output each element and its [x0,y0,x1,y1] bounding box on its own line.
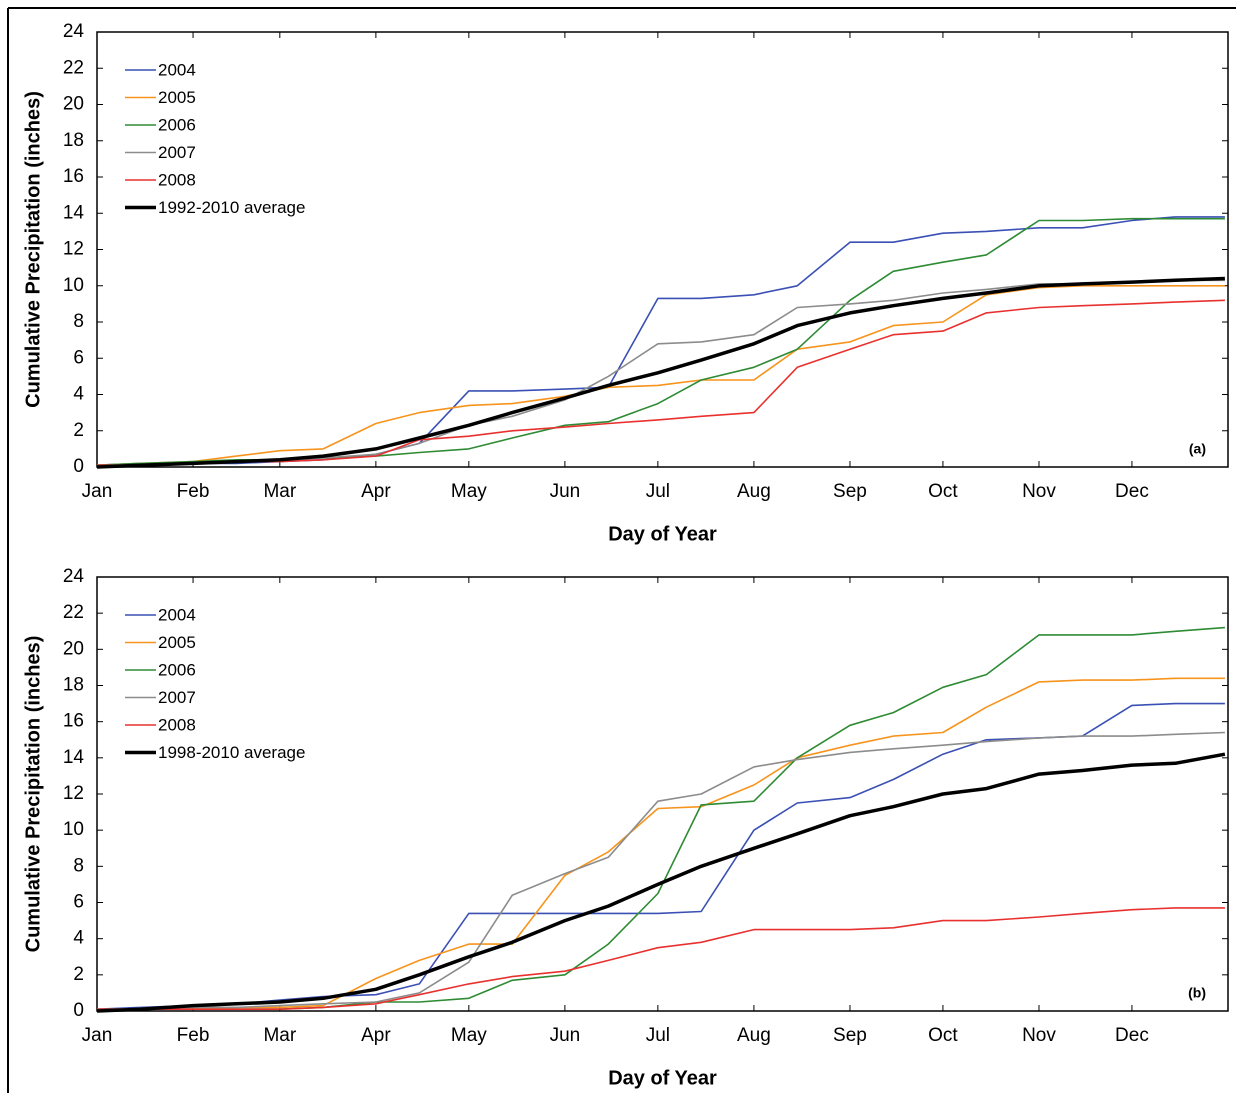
legend-label: 2005 [158,633,196,652]
x-tick-label: Mar [263,1025,296,1046]
series-line [97,677,1225,1010]
y-tick-label: 22 [63,602,84,623]
y-tick-label: 10 [63,819,84,840]
x-tick-label: Jun [550,481,581,502]
legend-label: 2007 [158,143,196,162]
y-axis-title: Cumulative Precipitation (inches) [22,636,44,953]
x-tick-label: Sep [833,481,867,502]
y-tick-label: 14 [63,202,85,223]
y-axis-title: Cumulative Precipitation (inches) [22,91,44,408]
series-line [96,285,1225,466]
legend-label: 2006 [158,660,196,679]
y-tick-label: 8 [73,311,84,332]
y-tick-label: 16 [63,711,84,732]
x-tick-label: Jul [646,481,670,502]
x-tick-label: Jul [646,1025,670,1046]
x-tick-label: Oct [928,481,958,502]
y-tick-label: 0 [73,1000,84,1021]
y-tick-label: 20 [63,638,84,659]
y-tick-label: 8 [73,855,84,876]
x-axis-title: Day of Year [608,1067,717,1089]
x-tick-label: Nov [1022,1025,1056,1046]
legend-label: 2007 [158,688,196,707]
y-tick-label: 6 [73,347,84,368]
y-tick-label: 0 [73,456,84,477]
y-tick-label: 22 [63,57,84,78]
y-tick-label: 2 [73,964,84,985]
series-line [96,276,1225,469]
series-line [97,731,1225,1010]
x-tick-label: Apr [361,1025,391,1046]
x-axis-title: Day of Year [608,523,717,545]
x-tick-label: May [451,1025,487,1046]
y-tick-label: 24 [63,21,85,42]
y-tick-label: 4 [73,928,84,949]
x-tick-label: Oct [928,1025,958,1046]
y-tick-label: 20 [63,94,84,115]
legend-label: 1998-2010 average [158,743,305,762]
legend-label: 2004 [158,60,196,79]
y-tick-label: 16 [63,166,84,187]
legend-label: 2008 [158,170,196,189]
legend-label: 1992-2010 average [158,198,305,217]
x-tick-label: Dec [1115,1025,1149,1046]
y-tick-label: 12 [63,783,84,804]
y-tick-label: 10 [63,275,84,296]
y-tick-label: 24 [63,566,85,587]
y-tick-label: 4 [73,384,84,405]
x-tick-label: Feb [177,1025,210,1046]
x-tick-label: May [451,481,487,502]
x-tick-label: Jan [82,481,113,502]
x-tick-label: Feb [177,481,210,502]
series-line [97,299,1225,466]
x-tick-label: Jan [82,1025,113,1046]
y-tick-label: 6 [73,892,84,913]
y-tick-label: 14 [63,747,85,768]
x-tick-label: Dec [1115,481,1149,502]
legend-label: 2008 [158,715,196,734]
y-tick-label: 18 [63,130,84,151]
x-tick-label: Nov [1022,481,1056,502]
x-tick-label: Aug [737,1025,771,1046]
panel-label: (a) [1189,441,1206,457]
panel-label: (b) [1188,985,1206,1001]
y-tick-label: 12 [63,239,84,260]
legend-label: 2005 [158,88,196,107]
legend-label: 2006 [158,115,196,134]
x-tick-label: Jun [550,1025,581,1046]
y-tick-label: 18 [63,675,84,696]
y-tick-label: 2 [73,420,84,441]
x-tick-label: Mar [263,481,296,502]
series-line [96,752,1226,1013]
x-tick-label: Apr [361,481,391,502]
x-tick-label: Aug [737,481,771,502]
series-line [97,907,1225,1010]
legend-label: 2004 [158,605,196,624]
x-tick-label: Sep [833,1025,867,1046]
